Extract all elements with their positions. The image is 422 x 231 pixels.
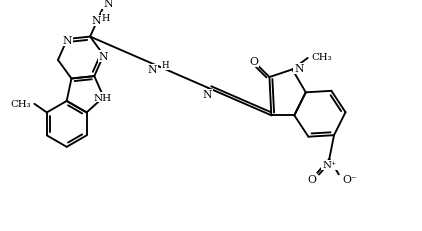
Text: N: N [62,36,72,46]
Text: NH: NH [94,93,112,102]
Text: O: O [250,57,259,67]
Text: H: H [162,61,170,70]
Text: N: N [92,16,101,26]
Text: H: H [101,14,110,23]
Text: N: N [103,0,113,9]
Text: N: N [202,90,212,100]
Text: CH₃: CH₃ [311,52,332,61]
Text: N: N [148,65,157,75]
Text: N: N [294,64,304,74]
Text: CH₃: CH₃ [10,100,30,109]
Text: N⁺: N⁺ [322,161,336,170]
Text: N: N [99,52,108,62]
Text: O⁻: O⁻ [343,174,357,184]
Text: O: O [308,174,316,184]
